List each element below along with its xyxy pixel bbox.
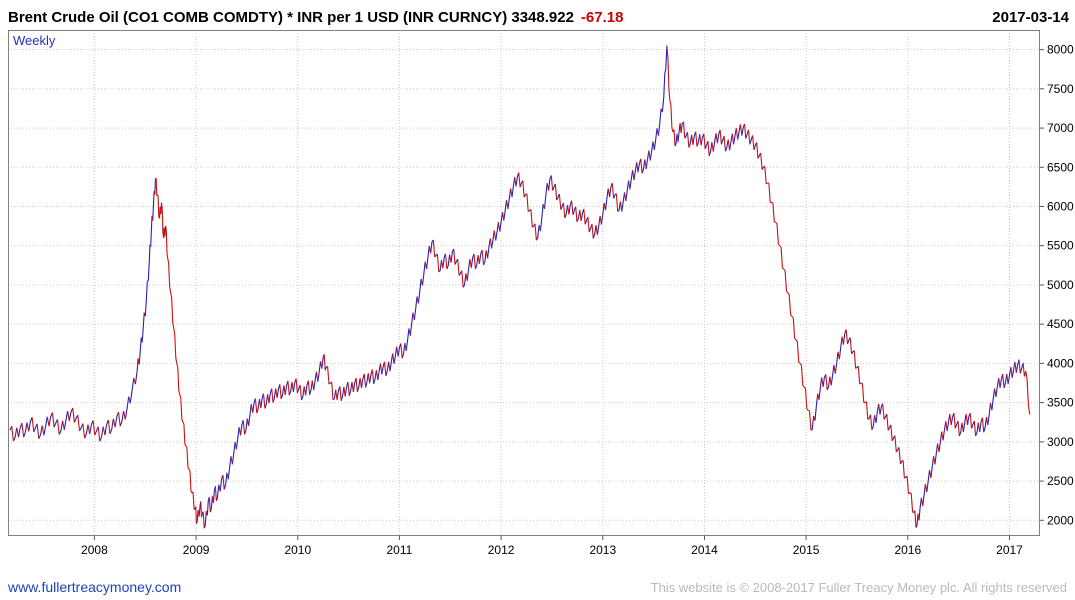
price-chart: 2000 2500 3000 3500 4000 4500 5000 5500 6000 6500… xyxy=(8,30,1075,570)
y-axis-label: 6500 xyxy=(1047,160,1074,174)
x-axis-label: 2015 xyxy=(793,543,820,557)
x-axis-label: 2013 xyxy=(589,543,616,557)
y-axis-label: 4000 xyxy=(1047,356,1074,370)
y-axis-label: 4500 xyxy=(1047,317,1074,331)
x-axis-label: 2017 xyxy=(996,543,1023,557)
timeframe-label: Weekly xyxy=(13,33,56,48)
plot-border xyxy=(8,30,1040,536)
chart-header: Brent Crude Oil (CO1 COMB COMDTY) * INR … xyxy=(0,0,1075,30)
y-axis-label: 5500 xyxy=(1047,239,1074,253)
x-axis-label: 2009 xyxy=(183,543,210,557)
x-axis-label: 2014 xyxy=(691,543,718,557)
chart-canvas: 2000 2500 3000 3500 4000 4500 5000 5500 6000 6500… xyxy=(8,30,1074,557)
x-axis-label: 2016 xyxy=(894,543,921,557)
y-axis-label: 5000 xyxy=(1047,278,1074,292)
y-axis-label: 7000 xyxy=(1047,121,1074,135)
x-axis-label: 2008 xyxy=(81,543,108,557)
y-axis-label: 2000 xyxy=(1047,513,1074,527)
y-axis-label: 2500 xyxy=(1047,474,1074,488)
price-series-down xyxy=(11,45,1031,529)
x-axis-label: 2012 xyxy=(488,543,515,557)
y-axis-label: 8000 xyxy=(1047,43,1074,57)
y-axis-label: 6000 xyxy=(1047,200,1074,214)
chart-date: 2017-03-14 xyxy=(992,8,1069,26)
site-link[interactable]: www.fullertreacymoney.com xyxy=(8,579,182,595)
y-axis-label: 3000 xyxy=(1047,435,1074,449)
y-axis-label: 7500 xyxy=(1047,82,1074,96)
copyright-text: This website is © 2008-2017 Fuller Treac… xyxy=(650,580,1067,595)
page-footer: www.fullertreacymoney.com This website i… xyxy=(0,579,1075,595)
x-axis-label: 2010 xyxy=(284,543,311,557)
price-series-up xyxy=(9,45,1027,529)
x-axis-label: 2011 xyxy=(386,543,412,557)
y-axis-label: 3500 xyxy=(1047,396,1074,410)
price-change: -67.18 xyxy=(580,8,624,26)
chart-title: Brent Crude Oil (CO1 COMB COMDTY) * INR … xyxy=(8,8,574,26)
chart-title-block: Brent Crude Oil (CO1 COMB COMDTY) * INR … xyxy=(8,9,623,26)
